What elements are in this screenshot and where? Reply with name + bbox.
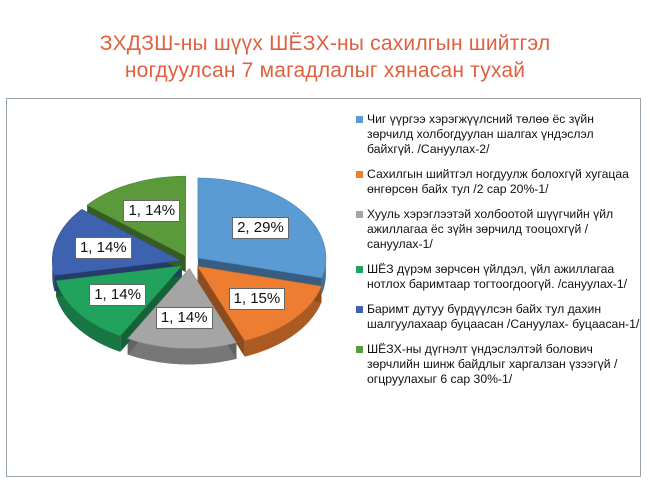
data-label-3: 1, 14% bbox=[155, 306, 213, 329]
legend-label-3: Хууль хэрэглээтэй холбоотой шүүгчийн үйл… bbox=[367, 207, 614, 251]
chart-legend: Чиг үүргээ хэрэгжүүлсний төлөө ёс зүйн з… bbox=[356, 112, 641, 397]
chart-title: ЗХДЗШ-ны шүүх ШЁЗХ-ны сахилгын шийтгэл н… bbox=[0, 30, 650, 84]
chart-title-line-1: ЗХДЗШ-ны шүүх ШЁЗХ-ны сахилгын шийтгэл bbox=[99, 32, 551, 55]
legend-label-5: Баримт дутуу бүрдүүлсэн байх тул дахин ш… bbox=[367, 302, 640, 331]
legend-swatch-5 bbox=[356, 306, 363, 313]
legend-swatch-3 bbox=[356, 211, 363, 218]
data-label-6: 1, 14% bbox=[123, 200, 181, 223]
legend-item-5: Баримт дутуу бүрдүүлсэн байх тул дахин ш… bbox=[356, 302, 641, 332]
legend-swatch-6 bbox=[356, 346, 363, 353]
legend-swatch-4 bbox=[356, 266, 363, 273]
legend-item-1: Чиг үүргээ хэрэгжүүлсний төлөө ёс зүйн з… bbox=[356, 112, 641, 157]
pie-slice-side-3 bbox=[127, 338, 237, 365]
data-label-1: 2, 29% bbox=[232, 216, 289, 239]
legend-item-3: Хууль хэрэглээтэй холбоотой шүүгчийн үйл… bbox=[356, 207, 641, 252]
pie-slice-side-4 bbox=[56, 280, 121, 352]
data-label-5: 1, 14% bbox=[74, 237, 132, 260]
pie-slice-side-2 bbox=[244, 286, 322, 357]
data-label-4: 1, 14% bbox=[89, 283, 146, 306]
pie-slice-side-1 bbox=[321, 258, 326, 294]
legend-swatch-2 bbox=[356, 171, 363, 178]
legend-label-4: ШЁЗ дүрэм зөрчсөн үйлдэл, үйл ажиллагаа … bbox=[367, 262, 627, 291]
legend-item-4: ШЁЗ дүрэм зөрчсөн үйлдэл, үйл ажиллагаа … bbox=[356, 262, 641, 292]
pie-slice-wall-2-2 bbox=[197, 266, 245, 357]
legend-swatch-1 bbox=[356, 116, 363, 123]
legend-label-2: Сахилгын шийтгэл ногдуулж болохгүй хугац… bbox=[367, 167, 629, 196]
data-label-2: 1, 15% bbox=[228, 288, 286, 311]
legend-label-1: Чиг үүргээ хэрэгжүүлсний төлөө ёс зүйн з… bbox=[367, 112, 594, 156]
legend-item-2: Сахилгын шийтгэл ногдуулж болохгүй хугац… bbox=[356, 167, 641, 197]
chart-title-line-2: ногдуулсан 7 магадлалыг хянасан тухай bbox=[124, 59, 526, 82]
legend-item-6: ШЁЗХ-ны дүгнэлт үндэслэлтэй болович зөрч… bbox=[356, 342, 641, 387]
legend-label-6: ШЁЗХ-ны дүгнэлт үндэслэлтэй болович зөрч… bbox=[367, 342, 618, 386]
